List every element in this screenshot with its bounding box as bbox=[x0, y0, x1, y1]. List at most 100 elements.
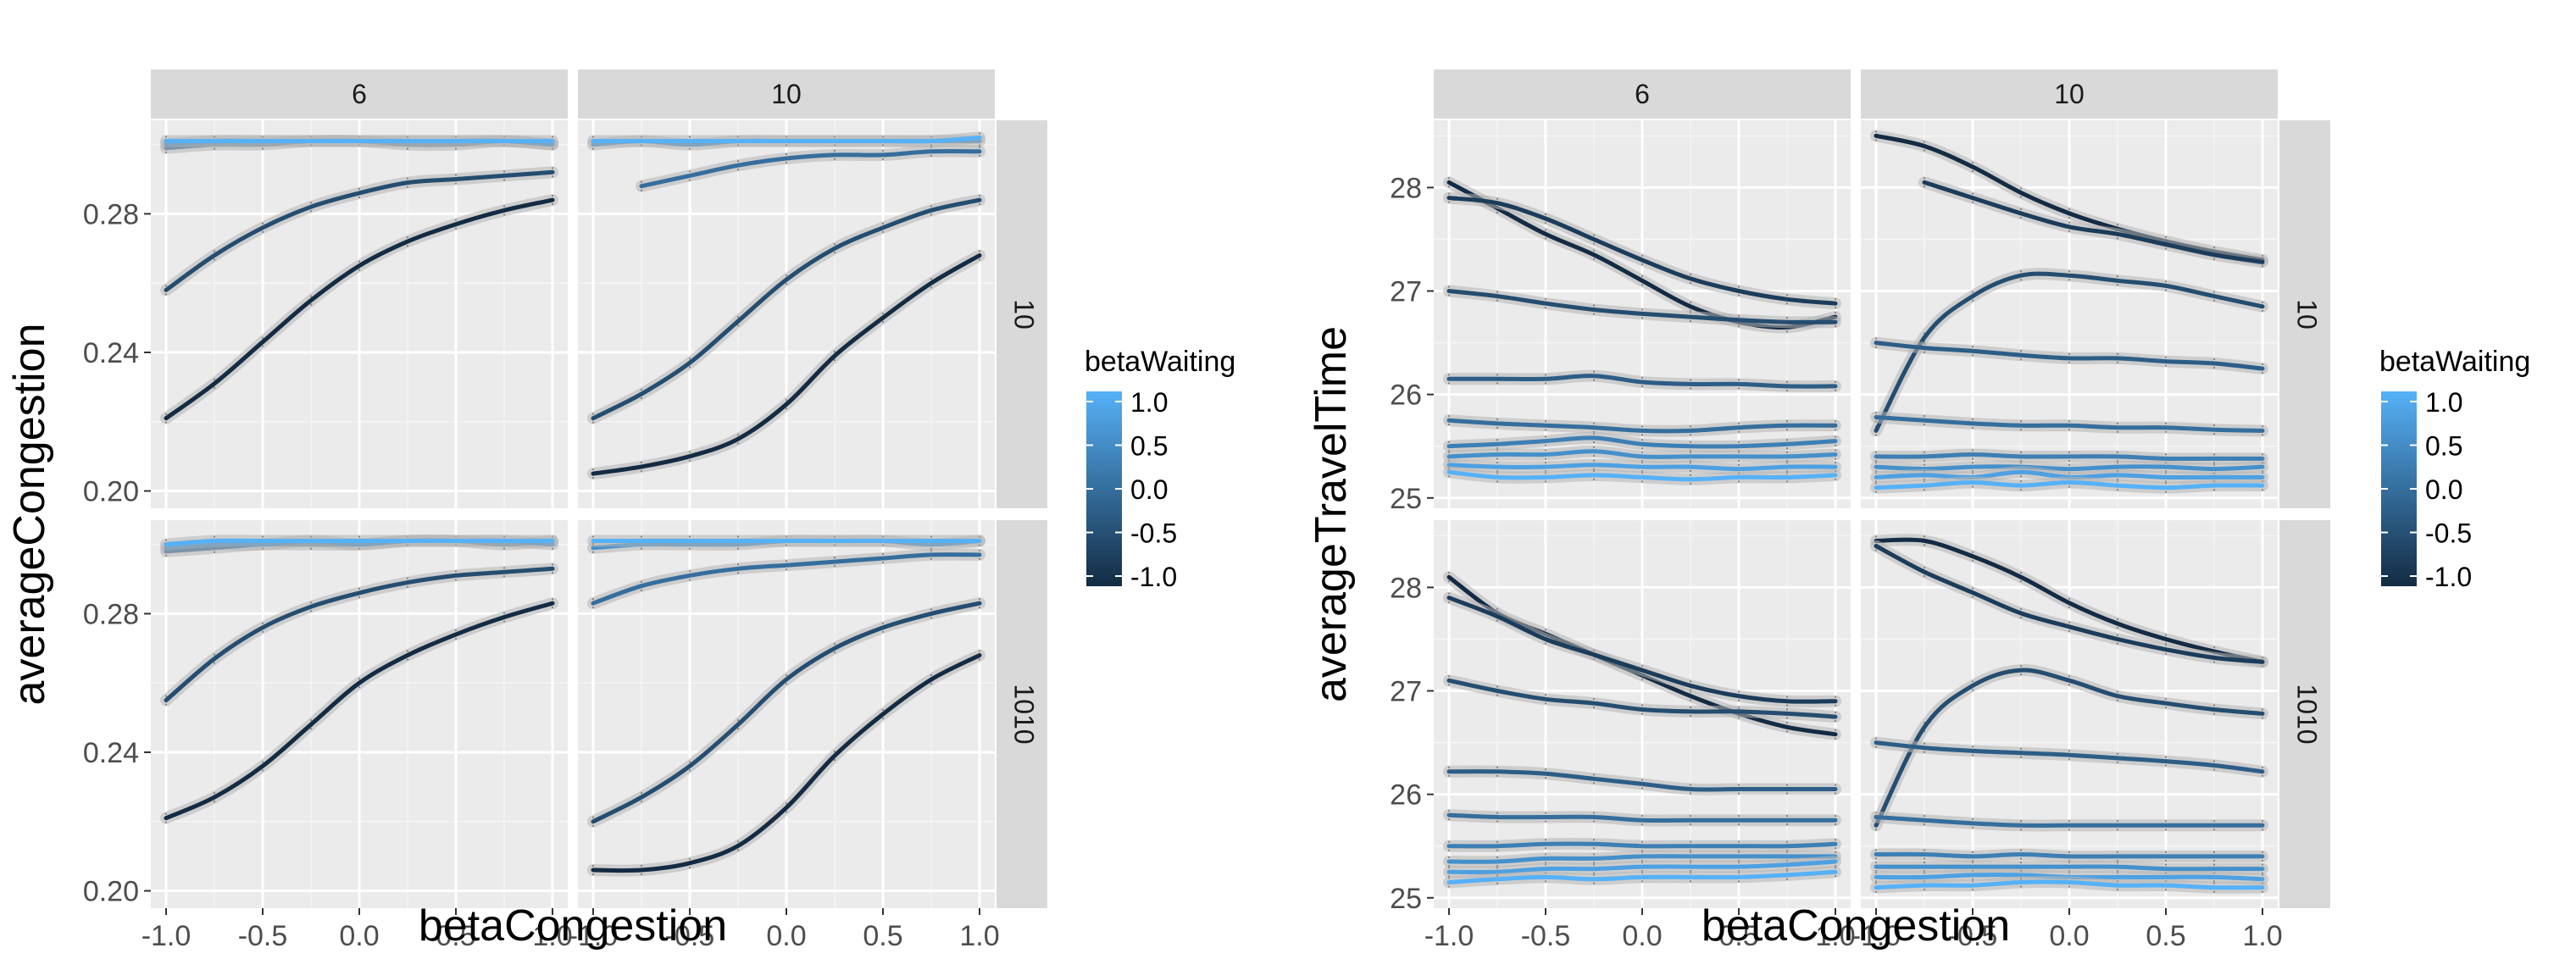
panel bbox=[1434, 120, 1851, 508]
x-tick-label: -0.5 bbox=[238, 920, 288, 952]
series-line bbox=[1874, 479, 2265, 491]
series-line bbox=[1874, 452, 2265, 462]
y-tick-label: 0.28 bbox=[83, 198, 139, 230]
panel bbox=[151, 120, 568, 508]
series-line bbox=[1446, 449, 1838, 459]
row-strip bbox=[997, 120, 1047, 508]
x-tick-label: -1.0 bbox=[142, 920, 192, 952]
row-strip bbox=[2279, 520, 2330, 908]
col-strip bbox=[1434, 69, 1851, 119]
series-line bbox=[1446, 596, 1838, 704]
series-line bbox=[1922, 180, 2265, 264]
x-tick-label: -0.5 bbox=[1521, 920, 1571, 952]
x-tick-label: 1.0 bbox=[1815, 920, 1855, 952]
y-tick-label: 0.24 bbox=[83, 737, 139, 769]
series-line bbox=[1874, 879, 2265, 890]
legend-label: 1.0 bbox=[1130, 387, 1168, 418]
x-axis-title: betaCongestion bbox=[1702, 901, 2010, 951]
x-tick-label: 0.5 bbox=[863, 920, 902, 952]
y-tick-label: 27 bbox=[1390, 276, 1422, 308]
series-line bbox=[1874, 544, 2265, 664]
row-strip-label: 1010 bbox=[2292, 684, 2323, 744]
series-line bbox=[1874, 415, 2265, 433]
series-line bbox=[1446, 374, 1838, 389]
series-line bbox=[1446, 859, 1838, 875]
col-strip-label: 10 bbox=[771, 79, 802, 109]
x-tick-label: 0.0 bbox=[766, 920, 806, 952]
x-tick-label: 0.0 bbox=[1622, 920, 1662, 952]
series-line bbox=[1446, 469, 1838, 482]
row-strip-label: 1010 bbox=[1009, 684, 1040, 744]
y-tick-label: 0.20 bbox=[83, 476, 139, 508]
series-line bbox=[1874, 815, 2265, 828]
legend-label: 0.0 bbox=[2425, 474, 2462, 505]
series-line bbox=[1446, 418, 1838, 434]
series-line bbox=[591, 253, 982, 476]
x-tick-label: 0.5 bbox=[1718, 920, 1758, 952]
y-tick-label: 25 bbox=[1390, 483, 1422, 515]
y-tick-label: 0.20 bbox=[83, 876, 139, 908]
series-line bbox=[1446, 463, 1838, 472]
x-tick-label: 1.0 bbox=[532, 920, 572, 952]
series-line bbox=[164, 538, 555, 547]
series-line bbox=[1874, 851, 2265, 859]
series-line bbox=[1446, 869, 1838, 884]
legend: betaWaiting 1.0 0.5 0.0 -0.5 -1.0 bbox=[1085, 346, 1235, 592]
legend: betaWaiting 1.0 0.5 0.0 -0.5 -1.0 bbox=[2379, 346, 2530, 592]
x-axis-title: betaCongestion bbox=[419, 901, 727, 951]
series-line bbox=[1446, 812, 1838, 823]
col-strip bbox=[578, 69, 995, 119]
series-line bbox=[1874, 864, 2265, 872]
panel bbox=[151, 520, 568, 908]
legend-label: 1.0 bbox=[2425, 387, 2462, 418]
y-tick-label: 27 bbox=[1390, 676, 1422, 708]
legend-label: -1.0 bbox=[2425, 562, 2472, 592]
legend-label: -0.5 bbox=[1130, 518, 1177, 549]
x-tick-label: 0.0 bbox=[339, 920, 379, 952]
y-tick-label: 25 bbox=[1390, 883, 1422, 915]
legend-title: betaWaiting bbox=[1085, 346, 1235, 378]
panel bbox=[1861, 520, 2278, 908]
row-strip-label: 10 bbox=[2292, 299, 2323, 330]
row-strip bbox=[2279, 120, 2330, 508]
x-tick-label: -1.0 bbox=[569, 920, 619, 952]
y-tick-label: 28 bbox=[1390, 172, 1422, 204]
x-tick-label: -1.0 bbox=[1424, 920, 1474, 952]
x-tick-label: 1.0 bbox=[2242, 920, 2282, 952]
series-line bbox=[164, 169, 555, 292]
series-line bbox=[1874, 341, 2265, 371]
y-tick-label: 28 bbox=[1390, 572, 1422, 604]
row-strip-label: 10 bbox=[1009, 299, 1040, 330]
x-tick-label: -0.5 bbox=[1948, 920, 1998, 952]
col-strip-label: 6 bbox=[352, 79, 367, 109]
y-tick-label: 26 bbox=[1390, 779, 1422, 812]
series-line bbox=[1874, 668, 2265, 828]
series-line bbox=[591, 601, 982, 824]
y-tick-label: 0.28 bbox=[83, 598, 139, 630]
series-line bbox=[1874, 464, 2265, 472]
panel bbox=[1434, 520, 1851, 908]
panel bbox=[578, 120, 995, 508]
col-strip bbox=[151, 69, 568, 119]
row-strip bbox=[997, 520, 1047, 908]
series-line bbox=[1874, 271, 2265, 433]
y-tick-label: 26 bbox=[1390, 380, 1422, 412]
legend-label: 0.0 bbox=[1130, 474, 1168, 505]
series-line bbox=[591, 552, 982, 606]
series-line bbox=[1446, 196, 1838, 306]
panel bbox=[1861, 120, 2278, 508]
x-tick-label: 0.0 bbox=[2049, 920, 2089, 952]
series-line bbox=[1446, 769, 1838, 792]
legend-label: -1.0 bbox=[1130, 562, 1177, 592]
col-strip-label: 6 bbox=[1635, 79, 1650, 109]
series-line bbox=[1446, 854, 1838, 864]
panel bbox=[578, 520, 995, 908]
series-line bbox=[591, 197, 982, 421]
series-line bbox=[1874, 537, 2265, 664]
series-line bbox=[1446, 289, 1838, 324]
series-line bbox=[639, 148, 982, 189]
series-line bbox=[164, 601, 555, 821]
